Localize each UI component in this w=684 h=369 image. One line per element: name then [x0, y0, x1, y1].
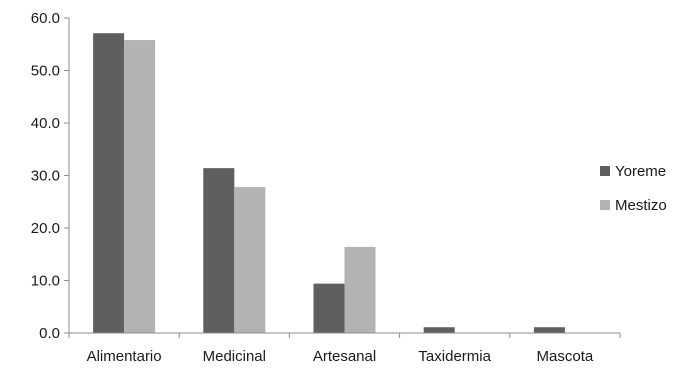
y-tick-label: 50.0: [31, 63, 60, 80]
y-axis-ticks: 0.0 10.0 20.0 30.0 40.0 50.0 60.0: [31, 10, 69, 342]
x-tick-label: Alimentario: [87, 348, 162, 365]
y-tick-label: 10.0: [31, 273, 60, 290]
bar-yoreme-alimentario: [93, 33, 125, 333]
y-tick-label: 20.0: [31, 220, 60, 237]
y-tick-label: 30.0: [31, 168, 60, 185]
bar-mestizo-medicinal: [234, 187, 266, 333]
x-tick-label: Medicinal: [203, 348, 266, 365]
bars: [93, 33, 565, 334]
x-tick-label: Artesanal: [313, 348, 376, 365]
legend-label-yoreme: Yoreme: [615, 163, 666, 180]
legend: Yoreme Mestizo: [600, 163, 667, 214]
bar-mestizo-alimentario: [124, 40, 156, 334]
bar-yoreme-artesanal: [313, 283, 345, 333]
legend-swatch-mestizo: [600, 200, 610, 210]
x-axis-labels: Alimentario Medicinal Artesanal Taxidermia M…: [87, 348, 594, 365]
legend-swatch-yoreme: [600, 166, 610, 176]
y-tick-label: 60.0: [31, 10, 60, 27]
legend-label-mestizo: Mestizo: [615, 197, 667, 214]
y-tick-label: 0.0: [39, 325, 60, 342]
bar-yoreme-medicinal: [203, 168, 235, 333]
bar-yoreme-taxidermia: [423, 327, 455, 333]
x-axis-ticks: [68, 333, 621, 338]
x-tick-label: Mascota: [537, 348, 594, 365]
bar-mestizo-artesanal: [344, 246, 376, 333]
bar-yoreme-mascota: [533, 327, 565, 333]
y-tick-label: 40.0: [31, 115, 60, 132]
x-tick-label: Taxidermia: [418, 348, 491, 365]
